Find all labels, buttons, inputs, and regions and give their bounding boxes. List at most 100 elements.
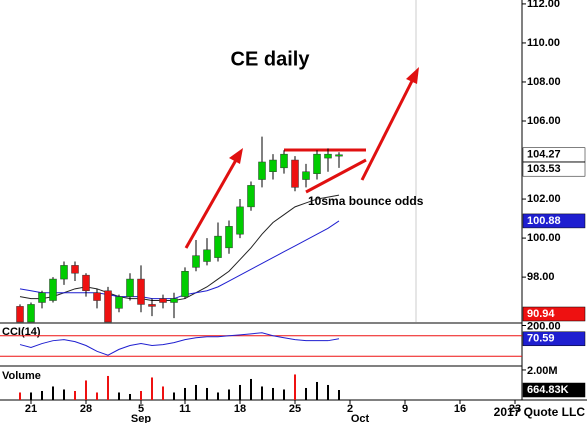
volume-bar (52, 386, 54, 400)
volume-bar (283, 389, 285, 400)
arrow-head (229, 148, 243, 164)
candle-body (71, 265, 79, 274)
y-tick-label: 112.00 (527, 0, 560, 10)
x-tick-label: 21 (25, 403, 37, 415)
drawing-annotations (184, 67, 419, 249)
candle-body (291, 159, 299, 188)
volume-bar (316, 381, 318, 400)
moving-average (19, 220, 340, 300)
value-box (522, 161, 586, 177)
cci-line (19, 332, 340, 356)
x-tick-label: 25 (289, 403, 301, 415)
value-box (522, 306, 586, 322)
value-box-label: 100.88 (527, 215, 561, 227)
candle-body (60, 265, 68, 280)
volume-bar (195, 384, 197, 400)
y-tick-label: 100.00 (527, 232, 561, 244)
value-box (522, 382, 586, 398)
x-tick-label: 9 (402, 403, 408, 415)
volume-bar (162, 386, 164, 400)
candle-body (148, 304, 156, 307)
volume-bar (96, 392, 98, 400)
annotation: 10sma bounce odds (308, 194, 424, 208)
volume-bar (305, 387, 307, 400)
volume-bar (217, 392, 219, 400)
x-tick-label: 23 (509, 403, 521, 415)
volume-bar (184, 387, 186, 400)
y-tick-label: 102.00 (527, 193, 561, 205)
y-tick-label: 2.00M (527, 365, 558, 377)
volume-bar (151, 377, 153, 400)
month-label: Sep (131, 413, 151, 423)
candle-body (302, 171, 310, 180)
value-box-label: 104.27 (527, 149, 561, 161)
value-box-label: 103.53 (527, 163, 561, 175)
candle-body (27, 304, 35, 323)
candle-body (16, 306, 24, 323)
candle-body (82, 274, 90, 292)
volume-bar (239, 384, 241, 400)
trend-line (305, 158, 367, 194)
value-box (522, 213, 586, 229)
volume-bar (107, 375, 109, 400)
value-box-label: 664.83K (527, 384, 569, 396)
volume-bar (272, 387, 274, 400)
x-tick-label: 11 (179, 403, 191, 415)
chart-title: CE daily (231, 48, 311, 70)
volume-bar (173, 392, 175, 400)
candle-body (225, 226, 233, 249)
candle-body (214, 235, 222, 258)
volume-bar (129, 393, 131, 400)
value-box-label: 70.59 (527, 333, 555, 345)
candle-body (247, 185, 255, 208)
copyright: 2017 Quote LLC (494, 405, 586, 419)
volume-bar (338, 390, 340, 400)
volume-bar (63, 389, 65, 400)
x-tick-label: 5 (138, 403, 144, 415)
volume-bar (30, 392, 32, 400)
volume-bar (85, 380, 87, 400)
volume-label: Volume (2, 370, 41, 382)
y-tick-label: 110.00 (527, 37, 560, 49)
arrow (360, 78, 415, 181)
x-tick-label: 2 (347, 403, 353, 415)
candle-body (93, 292, 101, 301)
moving-average (19, 194, 340, 302)
y-tick-label: 106.00 (527, 115, 561, 127)
volume-bar (140, 390, 142, 400)
candle-body (269, 159, 277, 172)
volume-bar (19, 392, 21, 400)
y-tick-label: 98.00 (527, 271, 555, 283)
candle-body (49, 278, 57, 301)
volume-bar (294, 374, 296, 400)
candle-body (38, 292, 46, 303)
candle-body (137, 278, 145, 305)
volume-bar (327, 384, 329, 400)
arrow (184, 159, 238, 249)
candle-body (203, 249, 211, 262)
value-box (522, 331, 586, 347)
candle-body (324, 153, 332, 159)
candle-body (313, 153, 321, 174)
candle-body (126, 278, 134, 297)
volume-bar (74, 390, 76, 400)
volume-bar (250, 378, 252, 400)
candle-body (159, 298, 167, 303)
arrow-head (406, 67, 419, 84)
month-label: Oct (351, 413, 370, 423)
candle-body (335, 154, 343, 157)
y-tick-label: 108.00 (527, 76, 561, 88)
volume-bar (41, 390, 43, 400)
candle-body (170, 298, 178, 303)
candle-body (280, 153, 288, 169)
candle-body (236, 206, 244, 235)
volume-bar (228, 389, 230, 400)
x-tick-label: 28 (80, 403, 92, 415)
candle-body (181, 271, 189, 297)
x-tick-label: 18 (234, 403, 246, 415)
candle-body (104, 290, 112, 323)
volume-bar (118, 392, 120, 400)
candle-body (258, 161, 266, 180)
cci-label: CCI(14) (2, 326, 41, 338)
